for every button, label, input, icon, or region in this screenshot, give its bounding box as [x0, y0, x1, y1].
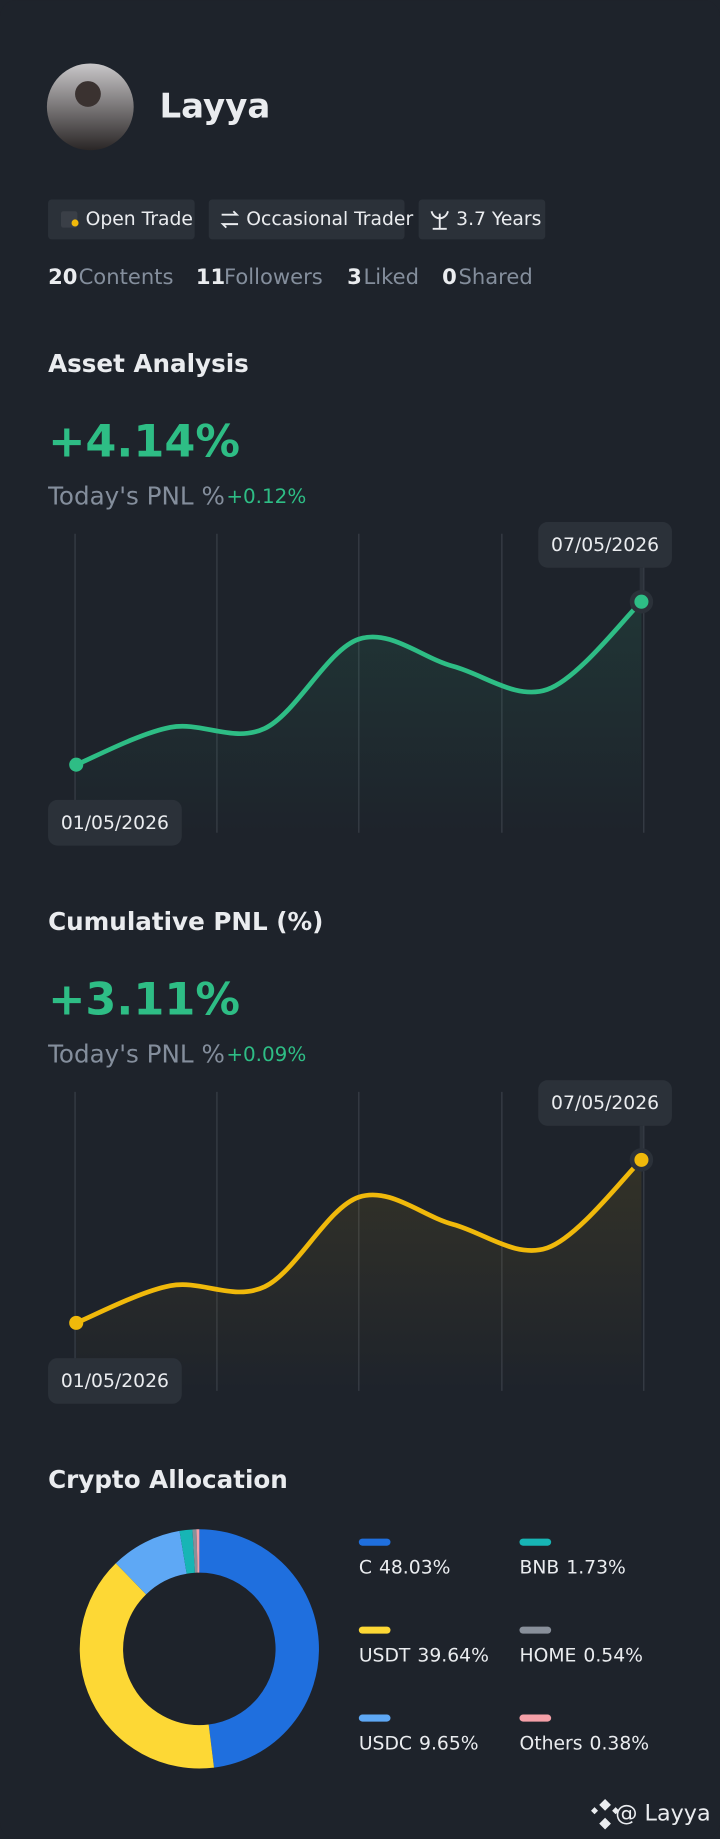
stat-label: Contents — [79, 264, 174, 289]
tag — [418, 199, 546, 240]
asset-analysis: Asset Analysis +4.14% Today's PNL % +0.12% 0… — [47, 349, 672, 846]
donut-segment — [115, 1530, 188, 1595]
donut-segment — [79, 1563, 214, 1769]
headline: +3.11% — [48, 974, 240, 1026]
stat-count: 0 — [442, 264, 457, 289]
date-badge — [538, 1080, 672, 1126]
stat-label: Liked — [364, 264, 419, 289]
line — [73, 1157, 644, 1326]
tag — [48, 199, 195, 240]
avatar — [46, 63, 134, 151]
pnl-label: Today's PNL % — [47, 481, 225, 510]
logo — [591, 1798, 620, 1830]
donut-segment — [179, 1529, 196, 1574]
legend-name: Others — [519, 1733, 582, 1754]
stat-label: Followers — [224, 264, 323, 289]
legend-name: C — [359, 1557, 372, 1578]
section-title: Cumulative PNL (%) — [48, 907, 323, 936]
profile-name: Layya — [159, 87, 270, 127]
avatar-face — [75, 81, 101, 107]
stat-count: 20 — [48, 264, 77, 289]
donut-segment — [198, 1529, 319, 1768]
pnl-label: Today's PNL % — [47, 1040, 225, 1069]
legend-name: USDT — [359, 1645, 411, 1666]
legend-swatch — [358, 1626, 391, 1634]
tag-label: Open Trade — [86, 209, 193, 230]
legend-value: 0.38% — [590, 1733, 650, 1754]
legend-swatch — [358, 1714, 391, 1722]
legend-value: 48.03% — [379, 1557, 450, 1578]
tag-icon — [71, 219, 79, 227]
section-title: Asset Analysis — [48, 349, 249, 378]
tags: Open Trade Occasional Trader 3.7 Years — [48, 199, 546, 240]
tag-icon — [430, 210, 449, 230]
start-date: 01/05/2026 — [61, 1371, 169, 1392]
stat-count: 11 — [196, 264, 225, 289]
donut-chart: C 48.03% USDT 39.64% USDC 9.65% BNB 1.73% HOME 0.… — [79, 1529, 650, 1769]
headline: +4.14% — [48, 416, 240, 468]
legend-swatch — [519, 1538, 552, 1546]
legend-name: BNB — [519, 1557, 559, 1578]
legend-value: 9.65% — [419, 1733, 479, 1754]
pnl-value: +0.09% — [226, 1043, 306, 1066]
legend-name: HOME — [519, 1645, 576, 1666]
area — [76, 1159, 642, 1391]
legend-value: 39.64% — [417, 1645, 489, 1666]
tag — [208, 199, 405, 240]
end-date: 07/05/2026 — [551, 1093, 659, 1114]
tag-label: 3.7 Years — [456, 209, 541, 230]
tag-label: Occasional Trader — [246, 209, 413, 230]
stat-count: 3 — [347, 264, 362, 289]
legend-swatch — [519, 1626, 552, 1634]
pnl-value: +0.12% — [226, 485, 306, 508]
legend-swatch — [358, 1538, 391, 1546]
legend-value: 0.54% — [583, 1645, 643, 1666]
legend-swatch — [519, 1714, 552, 1722]
line — [73, 599, 644, 768]
date-badge — [538, 521, 672, 568]
section-title: Crypto Allocation — [48, 1465, 288, 1494]
area — [76, 601, 642, 833]
cumulative-pnl: Cumulative PNL (%) +3.11% Today's PNL % +0.… — [47, 907, 672, 1404]
legend-value: 1.73% — [566, 1557, 626, 1578]
end-date: 07/05/2026 — [551, 535, 659, 556]
footer-handle: @ Layya — [615, 1801, 710, 1827]
end-point — [629, 1148, 654, 1172]
tag-icon — [220, 210, 240, 229]
start-point — [69, 1315, 84, 1330]
date-badge — [48, 799, 182, 846]
start-date: 01/05/2026 — [61, 813, 169, 834]
legend-name: USDC — [359, 1733, 412, 1754]
date-badge — [48, 1358, 182, 1404]
end-point — [629, 589, 654, 614]
start-point — [69, 757, 84, 772]
stat-label: Shared — [459, 264, 533, 289]
